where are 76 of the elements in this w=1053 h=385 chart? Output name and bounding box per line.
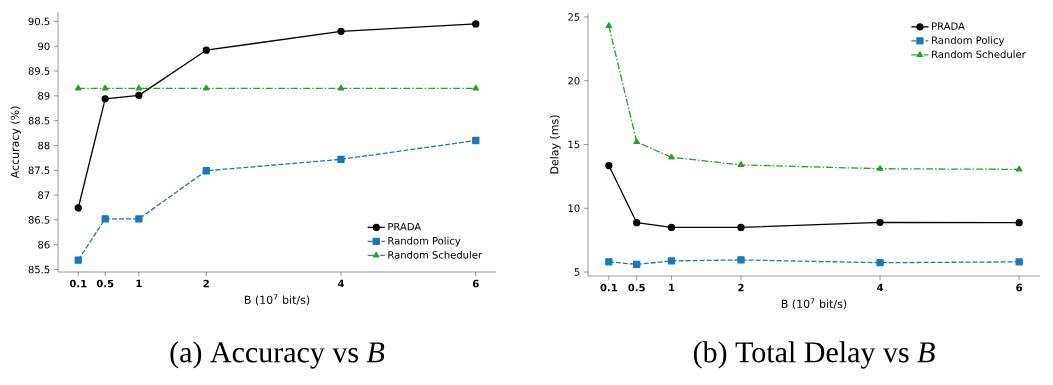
y-tick-label: 5 — [574, 268, 580, 276]
point — [633, 260, 641, 269]
point — [472, 20, 480, 28]
point — [1015, 219, 1023, 227]
x-tick-label: 1 — [669, 283, 675, 292]
x-axis-title: B (10$^{7}$ bit/s) — [244, 294, 310, 306]
y-tick-label: 88.5 — [28, 116, 50, 125]
point — [74, 84, 82, 91]
point — [737, 256, 745, 264]
point — [1015, 165, 1023, 172]
point — [667, 223, 676, 232]
point — [472, 136, 480, 145]
x-tick-label: 6 — [1016, 283, 1023, 292]
point — [605, 22, 613, 29]
x-tick-label: 2 — [738, 283, 744, 292]
point — [101, 84, 109, 91]
point — [135, 91, 143, 99]
point — [667, 257, 676, 265]
x-axis-title: B (10$^{7}$ bit/s) — [781, 298, 847, 310]
point — [337, 27, 345, 35]
point — [101, 95, 109, 103]
point — [1015, 258, 1023, 266]
y-axis-title: Delay (ms) — [549, 115, 561, 174]
point — [202, 46, 210, 54]
point — [876, 165, 884, 171]
x-tick-label: 4 — [877, 283, 884, 292]
x-tick-label: 2 — [203, 279, 209, 288]
legend-label: Random Policy — [932, 36, 1005, 46]
y-tick-label: 85.5 — [28, 265, 50, 274]
y-tick-label: 87 — [38, 191, 50, 199]
x-tick-label: 0.1 — [69, 279, 87, 288]
point — [337, 84, 345, 91]
point — [135, 84, 143, 91]
point — [101, 215, 109, 223]
x-tick-label: 0.5 — [628, 283, 645, 292]
y-tick-label: 90.5 — [28, 17, 50, 26]
point — [633, 138, 640, 145]
y-tick-label: 25 — [568, 13, 580, 21]
point — [605, 258, 613, 266]
point — [605, 161, 613, 170]
point — [737, 161, 745, 168]
text: (a) Accuracy vs B — [170, 341, 385, 369]
y-tick-label: 15 — [568, 140, 580, 149]
y-tick-label: 20 — [568, 76, 580, 85]
y-tick-label: 86 — [38, 240, 50, 249]
point — [74, 204, 82, 212]
point — [633, 219, 641, 227]
x-tick-label: 1 — [136, 279, 142, 288]
y-tick-label: 86.5 — [28, 216, 50, 224]
y-tick-label: 87.5 — [28, 166, 50, 175]
y-tick-label: 10 — [568, 204, 580, 213]
x-tick-label: 4 — [338, 279, 345, 288]
point — [668, 153, 675, 160]
legend-label: Random Scheduler — [932, 50, 1026, 59]
y-axis-title: Accuracy (%) — [10, 106, 22, 179]
legend-label: Random Scheduler — [388, 250, 483, 259]
x-tick-label: 6 — [472, 279, 479, 288]
point — [203, 84, 210, 91]
y-tick-label: 88 — [38, 141, 50, 150]
y-tick-label: 89.5 — [28, 67, 50, 75]
point — [135, 215, 143, 223]
point — [876, 259, 884, 267]
y-tick-label: 89 — [38, 92, 50, 100]
text: (b) Total Delay vs B — [693, 341, 935, 369]
point — [202, 167, 210, 175]
point — [472, 84, 480, 91]
x-tick-label: 0.1 — [600, 283, 618, 292]
point — [337, 155, 345, 163]
legend-label: PRADA — [388, 223, 422, 231]
legend-label: PRADA — [932, 22, 965, 30]
legend-label: Random Policy — [388, 236, 461, 247]
point — [737, 223, 745, 232]
y-tick-label: 90 — [38, 42, 50, 51]
point — [74, 256, 82, 264]
x-tick-label: 0.5 — [96, 279, 114, 288]
point — [876, 218, 884, 226]
